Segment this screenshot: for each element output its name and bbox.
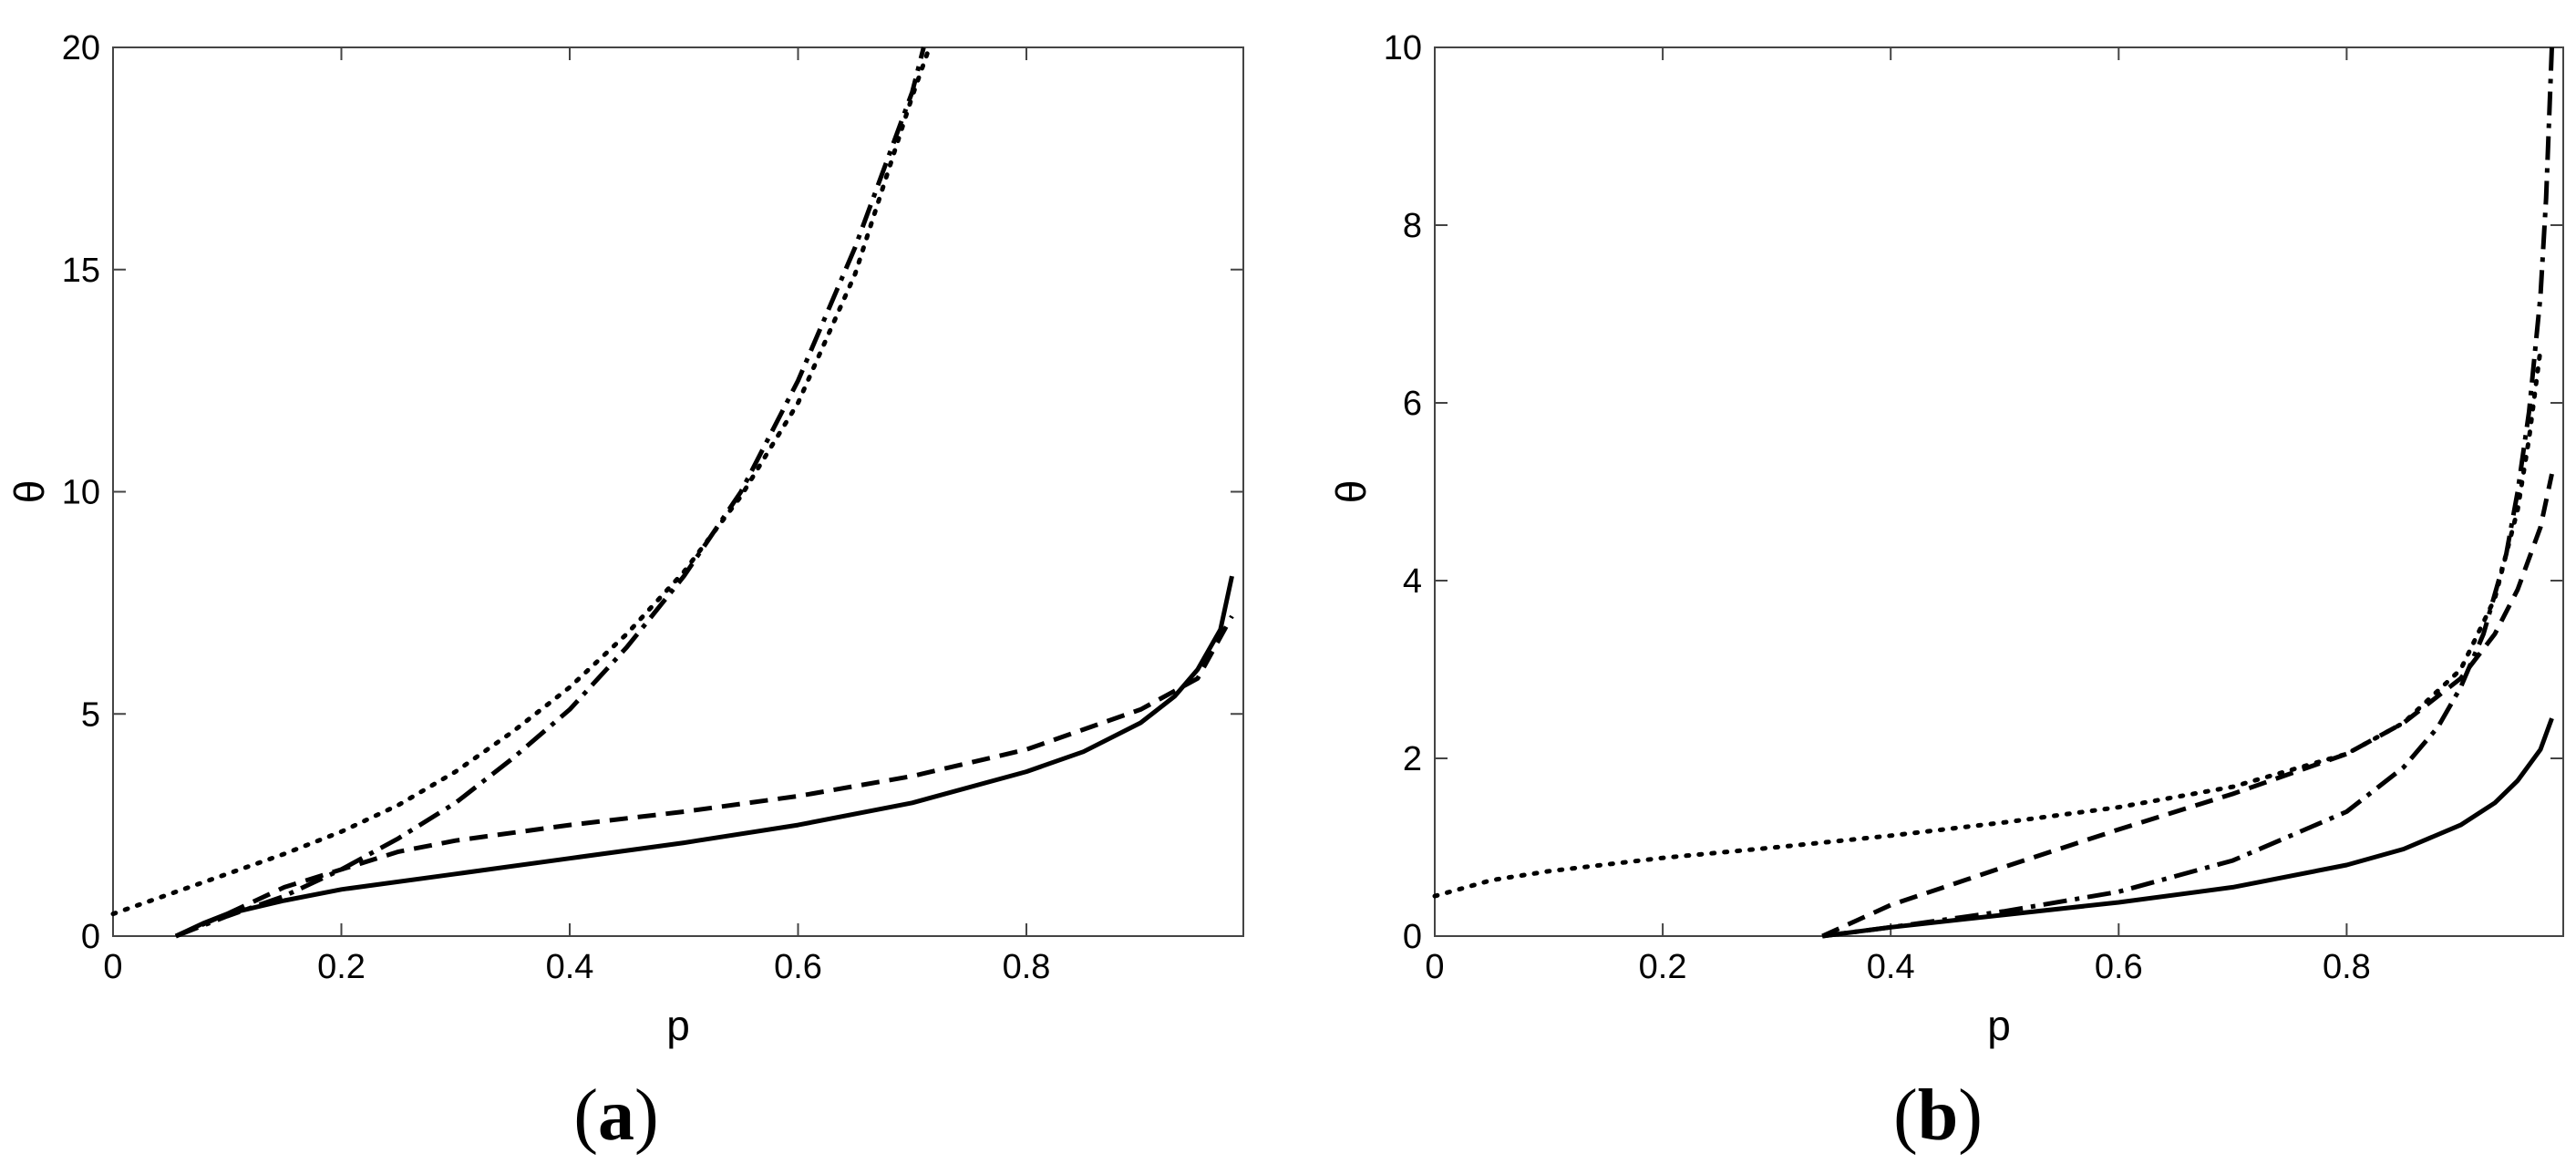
y-axis-label: θ <box>1327 480 1375 504</box>
y-tick-label: 2 <box>1403 740 1422 778</box>
y-tick-label: 15 <box>62 252 100 290</box>
x-tick-label: 0.6 <box>2095 948 2143 986</box>
plot-frame <box>1434 46 2564 937</box>
y-axis-label: θ <box>5 480 53 504</box>
x-tick-label: 0.6 <box>774 948 822 986</box>
x-tick-label: 0.4 <box>1867 948 1915 986</box>
chart-panel-b: 0 0.2 0.4 0.6 0.8 0 2 4 6 8 10 p θ (b) <box>1327 29 2564 1156</box>
y-tick-label: 8 <box>1403 207 1422 245</box>
x-tick-label: 0.8 <box>2323 948 2371 986</box>
series-line-solid <box>174 575 1234 939</box>
series-line-dotted <box>110 45 933 917</box>
panel-label: (a) <box>573 1076 658 1156</box>
plot-frame <box>112 46 1244 937</box>
y-tick-label: 0 <box>1403 918 1422 956</box>
series-line-dash-dot <box>1821 46 2554 939</box>
x-tick-label: 0 <box>1425 948 1444 986</box>
y-tick-label: 0 <box>81 918 100 956</box>
panel-label: (b) <box>1893 1076 1983 1156</box>
x-tick-label: 0.4 <box>546 948 594 986</box>
y-tick-label: 4 <box>1403 562 1422 601</box>
series-line-dash-dot <box>174 46 926 939</box>
x-tick-label: 0 <box>103 948 122 986</box>
series-line-dotted <box>1432 347 2543 899</box>
x-tick-label: 0.2 <box>1639 948 1687 986</box>
x-axis-label: p <box>666 1002 690 1049</box>
y-tick-label: 10 <box>1384 29 1422 67</box>
series-line-solid <box>1821 717 2554 939</box>
x-tick-label: 0.2 <box>317 948 366 986</box>
series-line-dashed <box>1821 473 2554 939</box>
x-axis-label: p <box>1987 1002 2011 1049</box>
y-tick-label: 5 <box>81 695 100 734</box>
x-tick-label: 0.8 <box>1003 948 1051 986</box>
y-tick-label: 6 <box>1403 385 1422 423</box>
y-tick-label: 20 <box>62 29 100 67</box>
chart-panel-a: 0 0.2 0.4 0.6 0.8 0 5 10 15 20 p θ (a) <box>5 29 1244 1156</box>
series-line-dashed <box>174 614 1234 939</box>
y-tick-label: 10 <box>62 474 100 512</box>
